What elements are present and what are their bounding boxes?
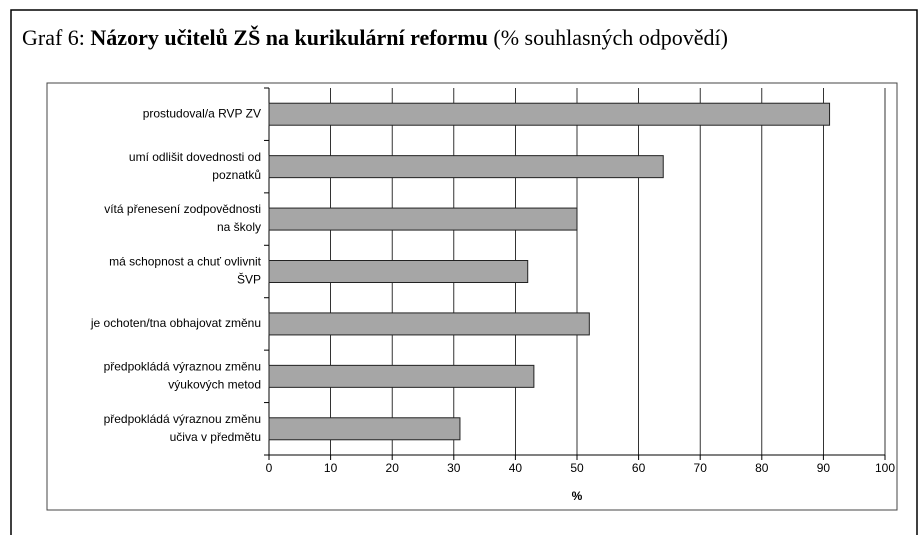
- bar: [268, 155, 664, 179]
- bar: [268, 207, 578, 231]
- chart-title: Graf 6: Názory učitelů ZŠ na kurikulární…: [22, 25, 728, 50]
- y-tick-label: má schopnost a chuť ovlivnit: [109, 255, 262, 269]
- chart-frame: [46, 82, 898, 511]
- x-tick-label: 0: [266, 461, 273, 475]
- bar: [268, 260, 529, 283]
- y-tick-label: na školy: [217, 220, 261, 234]
- y-tick-label: předpokládá výraznou změnu: [104, 412, 261, 426]
- bar: [268, 417, 461, 441]
- y-tick-label: poznatků: [212, 168, 261, 182]
- x-tick-label: 90: [817, 461, 831, 475]
- x-tick-label: 60: [632, 461, 646, 475]
- bar: [268, 102, 831, 126]
- x-tick-label: 50: [570, 461, 584, 475]
- y-tick-label: ŠVP: [237, 272, 261, 287]
- x-tick-label: 80: [755, 461, 769, 475]
- x-axis-label: %: [572, 489, 583, 503]
- y-tick-label: umí odlišit dovednosti od: [129, 150, 261, 164]
- y-tick-label: učiva v předmětu: [170, 430, 261, 444]
- x-tick-label: 100: [875, 461, 895, 475]
- x-tick-label: 20: [386, 461, 400, 475]
- y-tick-label: předpokládá výraznou změnu: [104, 360, 261, 374]
- y-tick-label: prostudoval/a RVP ZV: [143, 106, 261, 120]
- frame: [10, 9, 918, 535]
- y-tick-label: je ochoten/tna obhajovat změnu: [90, 316, 261, 330]
- y-tick-label: vítá přenesení zodpovědnosti: [104, 202, 261, 216]
- y-tick-label: výukových metod: [168, 378, 261, 392]
- x-tick-label: 10: [324, 461, 338, 475]
- bar: [268, 312, 590, 336]
- x-tick-label: 30: [447, 461, 461, 475]
- x-tick-label: 70: [694, 461, 708, 475]
- x-tick-label: 40: [509, 461, 523, 475]
- bar: [268, 364, 535, 388]
